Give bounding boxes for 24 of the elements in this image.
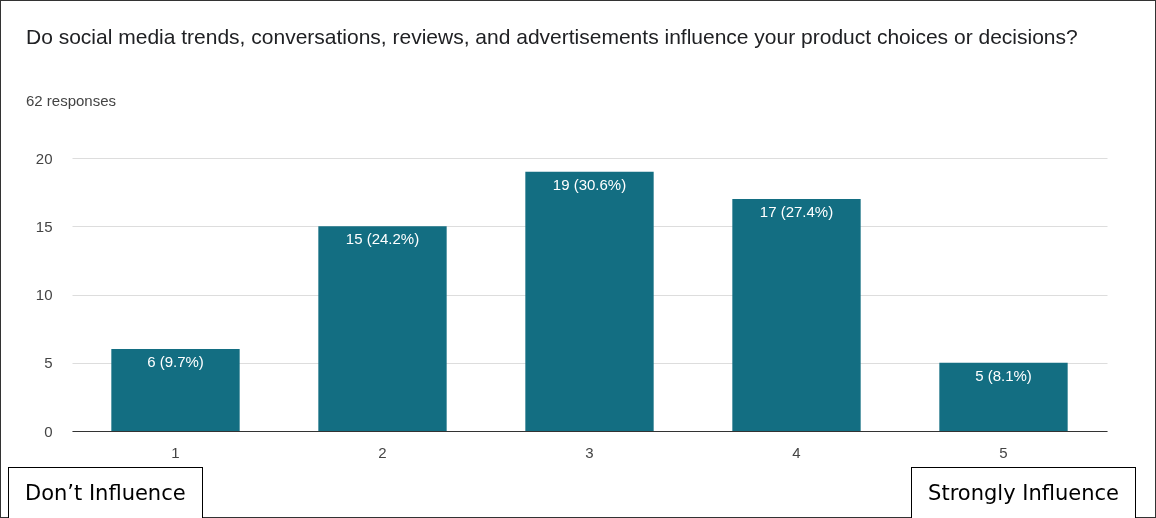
y-tick-label: 10 [35,286,53,303]
y-tick-label: 15 [35,217,53,235]
bar [318,226,447,431]
bar [939,362,1068,431]
bar [732,198,861,431]
bar [525,171,654,431]
chart-title: Do social media trends, conversations, reviews, and advertisements influence your product choices or decisions? [26,24,1079,50]
text: Strongly Influence [911,467,1136,518]
x-tick-label: 2 [378,443,387,461]
bar [111,349,240,431]
data-label: 5 (8.1%) [975,366,1032,384]
x-tick-label: 1 [171,443,180,461]
x-tick-label: 5 [999,443,1008,461]
y-tick-label: 5 [44,354,53,372]
y-tick-label: 20 [35,149,53,167]
data-label: 15 (24.2%) [345,230,420,248]
y-tick-label: 0 [44,422,53,440]
data-label: 17 (27.4%) [759,202,834,220]
data-label: 19 (30.6%) [552,175,627,193]
chart-subtitle: 62 responses [26,92,117,109]
x-tick-label: 3 [585,443,594,461]
data-label: 6 (9.7%) [147,353,204,371]
x-tick-label: 4 [792,443,801,461]
text: Don’t Influence [8,467,203,518]
